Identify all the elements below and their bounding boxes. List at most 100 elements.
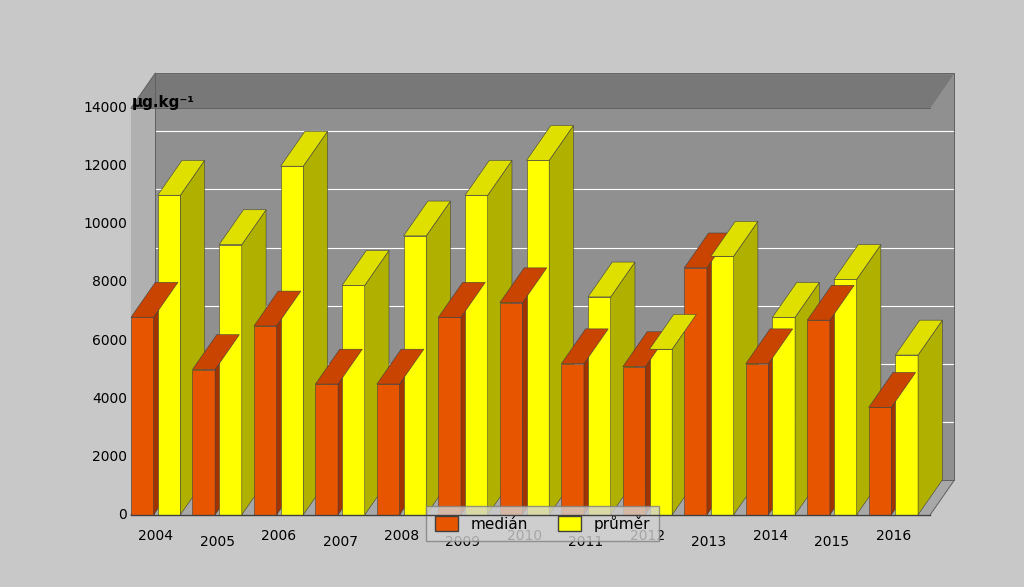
Polygon shape (215, 335, 240, 515)
Polygon shape (242, 210, 266, 515)
Polygon shape (711, 257, 733, 515)
Text: 2006: 2006 (261, 529, 296, 544)
Legend: medián, průměr: medián, průměr (426, 505, 659, 541)
Polygon shape (807, 285, 854, 320)
Polygon shape (438, 317, 461, 515)
Polygon shape (895, 320, 942, 355)
Polygon shape (154, 282, 178, 515)
Polygon shape (465, 160, 512, 195)
Polygon shape (403, 236, 426, 515)
Polygon shape (895, 355, 919, 515)
Text: 14000: 14000 (83, 101, 127, 115)
Polygon shape (193, 370, 215, 515)
Text: 2004: 2004 (138, 529, 173, 544)
Polygon shape (588, 262, 635, 297)
Polygon shape (399, 349, 424, 515)
Polygon shape (868, 407, 891, 515)
Text: 2014: 2014 (753, 529, 788, 544)
Polygon shape (623, 367, 645, 515)
Polygon shape (131, 317, 154, 515)
Polygon shape (158, 160, 205, 195)
Polygon shape (461, 282, 485, 515)
Polygon shape (487, 160, 512, 515)
Polygon shape (338, 349, 362, 515)
Polygon shape (834, 245, 881, 279)
Polygon shape (342, 251, 389, 285)
Polygon shape (772, 317, 795, 515)
Polygon shape (180, 160, 205, 515)
Polygon shape (500, 303, 522, 515)
Polygon shape (684, 268, 707, 515)
Polygon shape (649, 315, 696, 349)
Polygon shape (549, 126, 573, 515)
Text: 2005: 2005 (200, 535, 234, 549)
Polygon shape (365, 251, 389, 515)
Polygon shape (254, 291, 301, 326)
Polygon shape (649, 349, 672, 515)
Polygon shape (403, 201, 451, 236)
Polygon shape (707, 233, 731, 515)
Polygon shape (857, 245, 881, 515)
Polygon shape (623, 332, 670, 367)
Polygon shape (745, 364, 768, 515)
Polygon shape (281, 166, 303, 515)
Polygon shape (131, 282, 178, 317)
Text: 2009: 2009 (445, 535, 480, 549)
Polygon shape (891, 373, 915, 515)
Polygon shape (561, 364, 584, 515)
Polygon shape (377, 349, 424, 384)
Text: 4000: 4000 (92, 392, 127, 406)
Polygon shape (276, 291, 301, 515)
Polygon shape (131, 480, 954, 515)
Polygon shape (745, 329, 793, 364)
Polygon shape (522, 268, 547, 515)
Polygon shape (315, 384, 338, 515)
Polygon shape (131, 73, 954, 108)
Polygon shape (303, 131, 328, 515)
Text: 2013: 2013 (691, 535, 726, 549)
Polygon shape (281, 131, 328, 166)
Polygon shape (526, 126, 573, 160)
Polygon shape (158, 195, 180, 515)
Polygon shape (561, 329, 608, 364)
Polygon shape (588, 297, 610, 515)
Polygon shape (342, 285, 365, 515)
Polygon shape (829, 285, 854, 515)
Polygon shape (672, 315, 696, 515)
Text: 12000: 12000 (83, 159, 127, 173)
Text: 2015: 2015 (814, 535, 850, 549)
Polygon shape (834, 279, 857, 515)
Polygon shape (193, 335, 240, 370)
Polygon shape (377, 384, 399, 515)
Polygon shape (254, 326, 276, 515)
Polygon shape (795, 282, 819, 515)
Polygon shape (711, 221, 758, 257)
Polygon shape (868, 373, 915, 407)
Polygon shape (131, 73, 156, 515)
Polygon shape (500, 268, 547, 303)
Text: μg.kg⁻¹: μg.kg⁻¹ (131, 95, 195, 110)
Polygon shape (526, 160, 549, 515)
Polygon shape (438, 282, 485, 317)
Polygon shape (219, 210, 266, 245)
Polygon shape (219, 245, 242, 515)
Polygon shape (684, 233, 731, 268)
Polygon shape (156, 73, 954, 480)
Text: 2008: 2008 (384, 529, 419, 544)
Text: 2007: 2007 (323, 535, 357, 549)
Text: 10000: 10000 (83, 217, 127, 231)
Text: 0: 0 (118, 508, 127, 522)
Text: 2012: 2012 (630, 529, 665, 544)
Polygon shape (465, 195, 487, 515)
Polygon shape (645, 332, 670, 515)
Text: 2016: 2016 (876, 529, 911, 544)
Text: 6000: 6000 (92, 333, 127, 348)
Polygon shape (733, 221, 758, 515)
Polygon shape (315, 349, 362, 384)
Polygon shape (919, 320, 942, 515)
Text: 2011: 2011 (568, 535, 603, 549)
Text: 8000: 8000 (92, 275, 127, 289)
Text: 2000: 2000 (92, 450, 127, 464)
Polygon shape (807, 320, 829, 515)
Polygon shape (772, 282, 819, 317)
